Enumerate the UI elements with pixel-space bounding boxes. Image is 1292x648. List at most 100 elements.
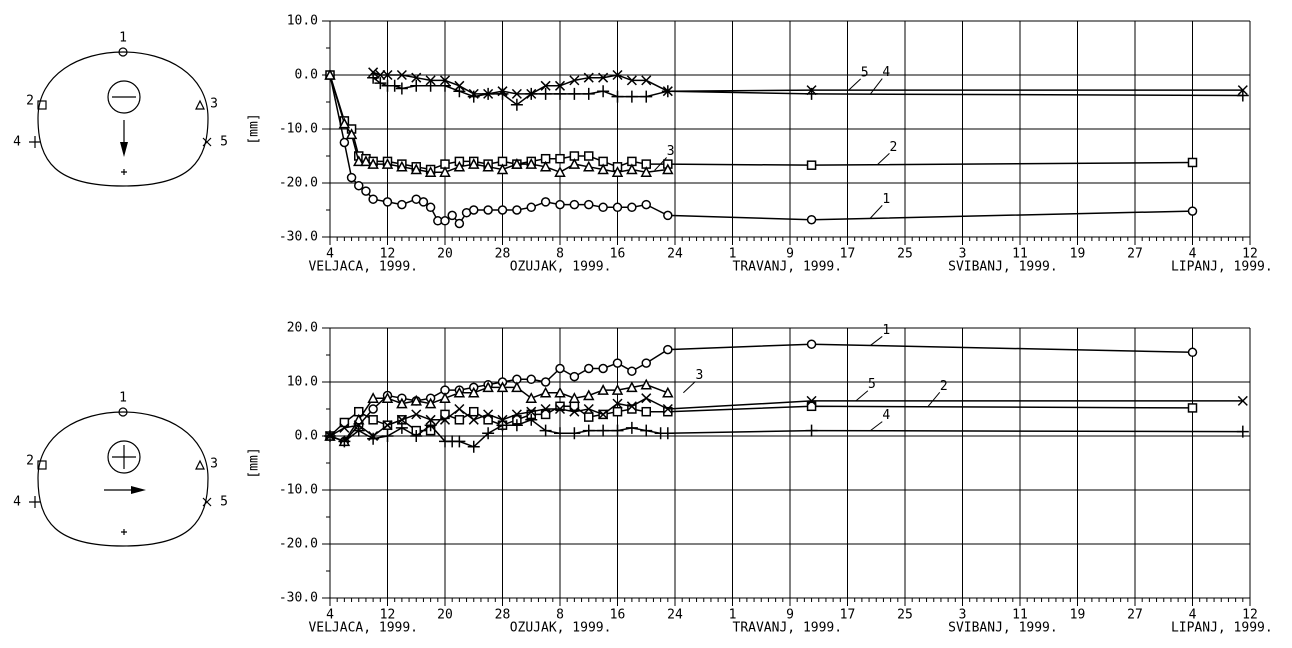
series-label: 2: [890, 140, 898, 155]
data-point: [525, 157, 537, 169]
label-leader: [927, 391, 941, 408]
chart-labels: [mm]-30.0-20.0-10.00.010.020.04 12 20 28 8 16…: [247, 321, 1273, 636]
data-point: [381, 430, 394, 442]
x-tick-label: 8: [556, 608, 564, 623]
data-point: [339, 417, 350, 428]
point-label: 5: [220, 135, 228, 150]
data-point: [469, 205, 479, 215]
data-point: [611, 166, 624, 177]
chart: [322, 327, 1251, 606]
point-marker: [195, 459, 205, 470]
y-tick-label: -20.0: [279, 176, 318, 191]
y-axis-label: [mm]: [247, 113, 262, 144]
data-point: [661, 427, 674, 440]
data-point: [510, 98, 523, 111]
data-point: [324, 430, 336, 442]
point-label: 3: [210, 457, 218, 472]
x-tick-label: 27: [1127, 608, 1143, 623]
data-point: [439, 392, 451, 403]
data-point: [1236, 89, 1249, 102]
label-leader: [683, 381, 696, 394]
data-point: [367, 157, 379, 169]
month-label: TRAVANJ, 1999.: [733, 260, 843, 275]
data-point: [611, 90, 624, 103]
series: [325, 70, 1198, 229]
data-point: [554, 427, 566, 440]
series-label: 1: [882, 323, 890, 338]
data-point: [597, 163, 609, 175]
data-point: [368, 415, 378, 425]
x-tick-label: 4: [1189, 247, 1197, 262]
data-point: [367, 432, 380, 445]
data-point: [353, 413, 365, 425]
x-tick-label: 25: [897, 247, 913, 262]
label-leader: [869, 78, 883, 95]
series-label: 3: [695, 368, 703, 383]
series-label: 4: [882, 65, 890, 80]
point-marker: [118, 47, 128, 57]
series: [325, 70, 1198, 175]
data-point: [555, 401, 565, 412]
data-point: [368, 67, 379, 78]
x-tick-label: 1: [729, 608, 737, 623]
x-tick-label: 11: [1012, 608, 1028, 623]
data-point: [641, 199, 651, 210]
data-point: [424, 79, 437, 92]
data-point: [806, 85, 817, 96]
data-point: [440, 409, 450, 420]
data-point: [641, 406, 651, 417]
data-point: [582, 424, 595, 437]
data-point: [526, 406, 537, 417]
data-point: [554, 87, 566, 100]
series: [324, 68, 674, 177]
data-point: [611, 424, 624, 437]
data-point: [368, 430, 379, 442]
x-tick-label: 17: [840, 608, 856, 623]
data-point: [483, 88, 494, 99]
data-point: [397, 199, 407, 210]
data-point: [395, 421, 408, 434]
data-point: [627, 366, 637, 376]
data-point: [583, 72, 594, 83]
y-tick-label: 10.0: [287, 14, 318, 29]
arrow-head: [120, 142, 128, 157]
data-point: [612, 202, 623, 213]
arrow-head: [131, 486, 146, 494]
data-point: [511, 88, 522, 99]
x-tick-label: 28: [495, 247, 511, 262]
y-tick-label: -30.0: [279, 230, 318, 245]
month-label: TRAVANJ, 1999.: [733, 621, 843, 636]
x-tick-label: 19: [1070, 608, 1086, 623]
data-point: [497, 414, 508, 425]
series-line: [329, 418, 1243, 448]
data-point: [469, 406, 479, 417]
data-point: [554, 386, 566, 398]
x-tick-label: 28: [495, 608, 511, 623]
label-leader: [848, 78, 862, 91]
y-tick-label: -10.0: [279, 122, 318, 137]
data-point: [626, 381, 638, 393]
label-leader: [877, 153, 890, 166]
data-point: [496, 87, 509, 100]
data-point: [568, 87, 581, 100]
section-diagram: 1 2 3 4 5: [13, 31, 228, 187]
data-point: [425, 414, 436, 425]
y-tick-label: -20.0: [279, 537, 318, 552]
center-mark: [121, 529, 127, 535]
data-point: [568, 392, 581, 403]
data-point: [339, 422, 350, 433]
data-point: [627, 202, 637, 213]
x-tick-label: 4: [326, 247, 334, 262]
data-point: [584, 412, 594, 422]
data-point: [640, 378, 652, 390]
data-point: [425, 75, 436, 86]
point-label: 4: [13, 135, 21, 150]
label-leader: [855, 390, 869, 402]
data-point: [568, 157, 581, 169]
data-point: [496, 419, 509, 432]
series-label: 5: [861, 65, 869, 80]
data-point: [453, 386, 466, 398]
data-point: [411, 409, 422, 420]
tunnel-outline: [37, 51, 209, 187]
